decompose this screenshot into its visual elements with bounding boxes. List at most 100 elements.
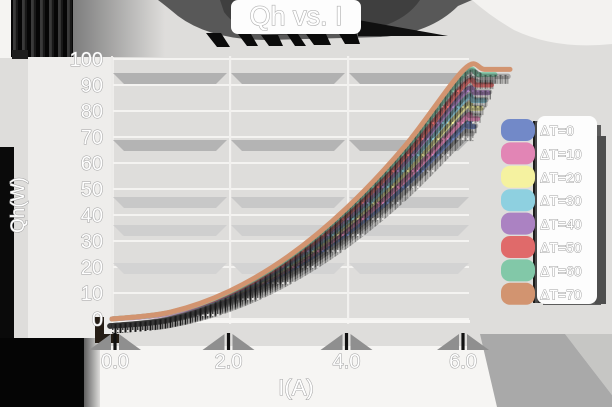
curve--t-70 bbox=[109, 61, 513, 322]
x-tick-mark bbox=[344, 333, 349, 350]
y-tick-label: 50 bbox=[81, 179, 103, 201]
y-tick-label: 40 bbox=[81, 205, 103, 227]
h-gridline bbox=[112, 162, 469, 164]
x-tick-label: 6.0 bbox=[449, 351, 477, 373]
legend-swatch bbox=[501, 282, 535, 305]
h-gridline bbox=[112, 188, 469, 190]
x-tick-marks bbox=[89, 333, 489, 350]
x-tick-labels: 0.0 2.0 4.0 6.0 bbox=[101, 350, 478, 373]
x-tick-mark bbox=[113, 333, 117, 350]
legend: ΔT=0 ΔT=10 ΔT=20 ΔT=30 ΔT=40 ΔT=50 ΔT=60 ΔT=70 bbox=[501, 116, 606, 305]
gridline-shadow-band bbox=[349, 73, 469, 84]
gridline-shadow-band bbox=[113, 197, 227, 208]
h-gridline bbox=[112, 58, 469, 60]
tick-shadow bbox=[320, 334, 343, 350]
h-gridline bbox=[112, 240, 469, 242]
corner-white-tr bbox=[472, 0, 612, 46]
tick-shadow bbox=[119, 334, 141, 350]
corner-white-tl bbox=[0, 0, 11, 58]
gridline-shadow-band bbox=[231, 140, 345, 151]
x-tick-mark bbox=[226, 333, 231, 350]
x-tick-label: 4.0 bbox=[333, 351, 361, 373]
origin-corner-mark bbox=[95, 317, 119, 343]
curve-streaks--t-70 bbox=[110, 69, 510, 334]
x-tick-mark bbox=[461, 333, 465, 350]
legend-label: ΔT=70 bbox=[540, 286, 582, 302]
tick-shadow bbox=[467, 334, 489, 350]
x-axis-line bbox=[112, 320, 470, 323]
v-gridline bbox=[347, 56, 350, 324]
y-tick-label: 90 bbox=[81, 75, 103, 97]
legend-label: ΔT=10 bbox=[540, 146, 582, 162]
y-tick-label: 70 bbox=[81, 127, 103, 149]
top-left-streaks bbox=[11, 0, 73, 57]
top-left-fade bbox=[73, 0, 165, 57]
gridline-shadow-band bbox=[349, 263, 469, 274]
legend-label: ΔT=60 bbox=[540, 263, 582, 279]
y-tick-label: 20 bbox=[81, 257, 103, 279]
h-gridline bbox=[112, 292, 469, 294]
legend-swatch bbox=[501, 236, 535, 258]
gridline-shadow-band bbox=[113, 263, 227, 274]
gridline-shadow-band bbox=[231, 197, 345, 208]
legend-label: ΔT=0 bbox=[540, 123, 574, 139]
legend-items: ΔT=0 ΔT=10 ΔT=20 ΔT=30 ΔT=40 ΔT=50 ΔT=60 ΔT=70 bbox=[501, 119, 582, 305]
gridline-shadow-band bbox=[113, 73, 227, 84]
legend-right-shadow bbox=[595, 136, 606, 304]
y-label-band bbox=[28, 40, 114, 340]
tick-shadow bbox=[232, 334, 255, 350]
y-tick-label: 80 bbox=[81, 101, 103, 123]
gridline-shadow-band bbox=[113, 225, 227, 236]
gridline-shadow-band bbox=[349, 225, 469, 236]
legend-label: ΔT=30 bbox=[540, 193, 582, 209]
left-dark-mark bbox=[12, 50, 28, 59]
wedge-dark bbox=[480, 334, 612, 407]
legend-swatch bbox=[501, 212, 535, 235]
h-gridline bbox=[112, 136, 469, 138]
y-tick-label: 0 bbox=[92, 309, 103, 331]
y-tick-label: 30 bbox=[81, 231, 103, 253]
tick-shadow bbox=[437, 334, 459, 350]
tick-shadow bbox=[202, 334, 225, 350]
x-tick-label: 0.0 bbox=[101, 351, 129, 373]
bottom-left-fade bbox=[84, 338, 100, 407]
y-tick-label: 10 bbox=[81, 283, 103, 305]
title-box bbox=[231, 0, 361, 34]
chart-title: Qh vs. I bbox=[249, 1, 342, 31]
title-right-shadow bbox=[358, 20, 448, 36]
legend-swatch bbox=[501, 259, 535, 282]
bottom-left-dark bbox=[0, 338, 84, 407]
title-jagged-shadow bbox=[206, 32, 360, 47]
bottom-right-shadow bbox=[480, 334, 612, 407]
y-tick-label: 60 bbox=[81, 153, 103, 175]
h-gridline bbox=[112, 84, 469, 86]
dark-shadow-decor bbox=[0, 0, 165, 407]
legend-box bbox=[537, 116, 597, 304]
legend-swatch bbox=[501, 119, 535, 141]
gridline-shadow-band bbox=[231, 73, 345, 84]
legend-swatch bbox=[501, 142, 535, 165]
x-tick-label: 2.0 bbox=[215, 351, 243, 373]
legend-label: ΔT=20 bbox=[540, 169, 582, 185]
v-gridline bbox=[229, 56, 232, 324]
y-tick-label: 100 bbox=[70, 49, 103, 71]
tick-shadow bbox=[350, 334, 373, 350]
plot-left-edge bbox=[111, 56, 113, 324]
gridline-shadow-band bbox=[113, 140, 227, 151]
left-dark-strip bbox=[0, 147, 14, 338]
h-gridline bbox=[112, 214, 469, 216]
h-gridline bbox=[112, 318, 469, 320]
axes bbox=[95, 56, 470, 343]
legend-swatch bbox=[501, 189, 535, 212]
x-axis-title: I(A) bbox=[278, 375, 313, 400]
legend-label: ΔT=50 bbox=[540, 240, 582, 256]
y-axis-title: Qh(W) bbox=[8, 177, 29, 233]
legend-label: ΔT=40 bbox=[540, 216, 582, 232]
tick-shadow bbox=[89, 334, 111, 350]
legend-swatch bbox=[501, 165, 535, 188]
h-gridline bbox=[112, 110, 469, 112]
data-curves bbox=[107, 61, 513, 334]
